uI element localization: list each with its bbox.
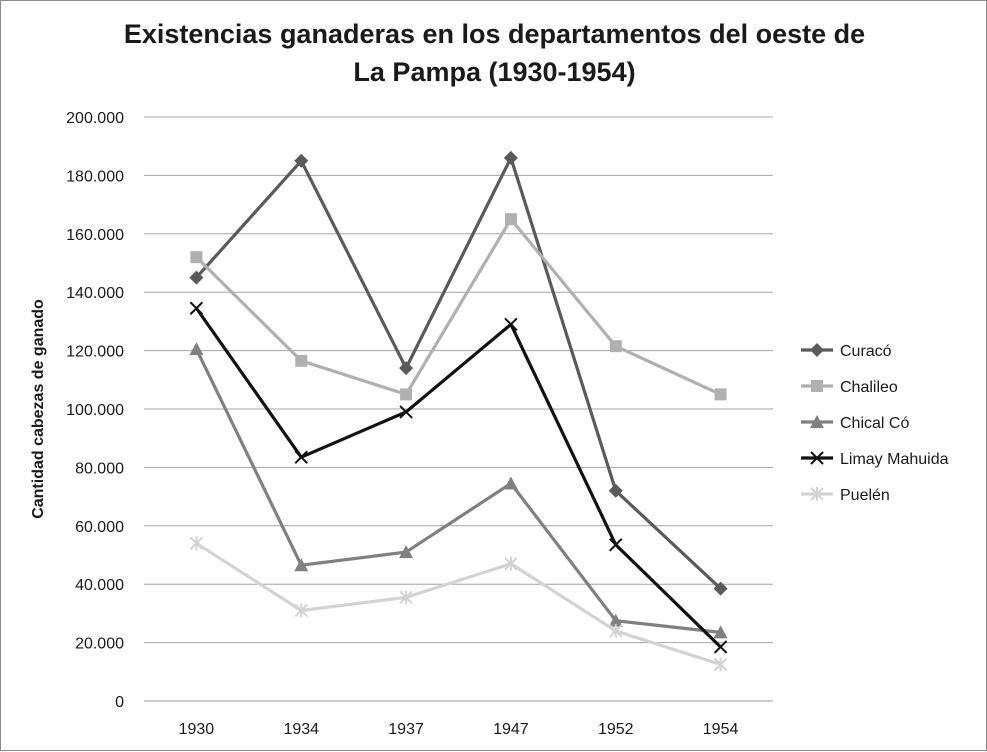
data-point (810, 415, 824, 428)
data-point (608, 483, 623, 498)
legend-label: Limay Mahuida (840, 451, 949, 468)
data-point (609, 623, 623, 638)
y-tick-label: 140.000 (66, 285, 124, 302)
y-tick-label: 180.000 (66, 168, 124, 185)
data-point (609, 340, 622, 353)
data-point (504, 213, 517, 226)
legend-item: Chalileo (801, 379, 898, 396)
legend-label: Puelén (840, 487, 890, 504)
series-chalileo (190, 213, 727, 401)
data-point (608, 613, 623, 627)
chart-title-line2: La Pampa (1930-1954) (353, 57, 636, 87)
data-point (399, 405, 413, 419)
series-line (195, 217, 722, 396)
y-tick-label: 0 (115, 694, 124, 711)
x-tick-label: 1930 (179, 721, 215, 738)
data-point (810, 487, 824, 501)
data-point (189, 536, 204, 551)
legend: Curacó Chalileo Chical Có Limay Mahuida Puel… (801, 343, 949, 504)
data-point (503, 150, 518, 165)
series-chical-c- (189, 342, 728, 639)
x-tick-label: 1947 (493, 721, 529, 738)
x-tick-label: 1937 (388, 721, 424, 738)
data-point (503, 476, 518, 490)
data-point (189, 301, 204, 315)
data-point (810, 451, 824, 465)
data-point (714, 388, 727, 401)
data-point (713, 581, 728, 596)
y-tick-label: 100.000 (66, 402, 124, 419)
series-curac- (189, 150, 728, 596)
data-point (294, 603, 308, 618)
data-point (713, 640, 728, 654)
series-line (195, 541, 722, 667)
legend-item: Curacó (801, 343, 892, 360)
data-point (504, 556, 518, 571)
series-line (194, 348, 721, 634)
data-point (295, 354, 308, 367)
y-tick-label: 120.000 (66, 344, 124, 361)
x-tick-label: 1954 (703, 721, 739, 738)
x-axis-ticks: 1930 1934 1937 1947 1952 1954 (179, 721, 739, 738)
data-point (294, 558, 309, 572)
y-tick-label: 200.000 (66, 110, 124, 127)
data-point (294, 450, 308, 464)
y-tick-label: 20.000 (75, 636, 124, 653)
x-tick-label: 1934 (283, 721, 319, 738)
data-point (400, 388, 413, 401)
data-point (713, 625, 728, 639)
chart-title-line1: Existencias ganaderas en los departament… (123, 19, 866, 49)
data-point (811, 380, 823, 392)
data-point (399, 361, 414, 376)
y-tick-label: 40.000 (75, 577, 124, 594)
data-point (713, 657, 728, 672)
legend-item: Limay Mahuida (801, 451, 949, 468)
y-axis-ticks: 0 20.000 40.000 60.000 80.000 100.000 120.000 1… (66, 110, 124, 711)
chart-title: Existencias ganaderas en los departament… (1, 15, 987, 91)
series-lines (189, 150, 728, 672)
gridlines (144, 116, 773, 702)
legend-label: Chical Có (840, 415, 909, 432)
data-point (399, 545, 414, 559)
data-point (190, 251, 203, 264)
series-line (195, 156, 722, 590)
data-point (294, 153, 309, 168)
legend-label: Curacó (840, 343, 892, 360)
x-tick-label: 1952 (598, 721, 634, 738)
data-point (810, 343, 824, 357)
series-puel-n (189, 536, 728, 672)
legend-item: Chical Có (801, 415, 909, 432)
legend-label: Chalileo (840, 379, 898, 396)
legend-item: Puelén (801, 487, 890, 504)
data-point (399, 590, 413, 605)
data-point (609, 538, 623, 552)
y-axis-label: Cantidad cabezas de ganado (30, 299, 47, 519)
data-point (189, 270, 204, 285)
data-point (504, 317, 518, 332)
series-limay-mahuida (189, 301, 728, 654)
y-tick-label: 60.000 (75, 519, 124, 536)
data-point (189, 342, 204, 356)
y-tick-label: 160.000 (66, 227, 124, 244)
series-line (195, 307, 722, 649)
y-tick-label: 80.000 (75, 460, 124, 477)
